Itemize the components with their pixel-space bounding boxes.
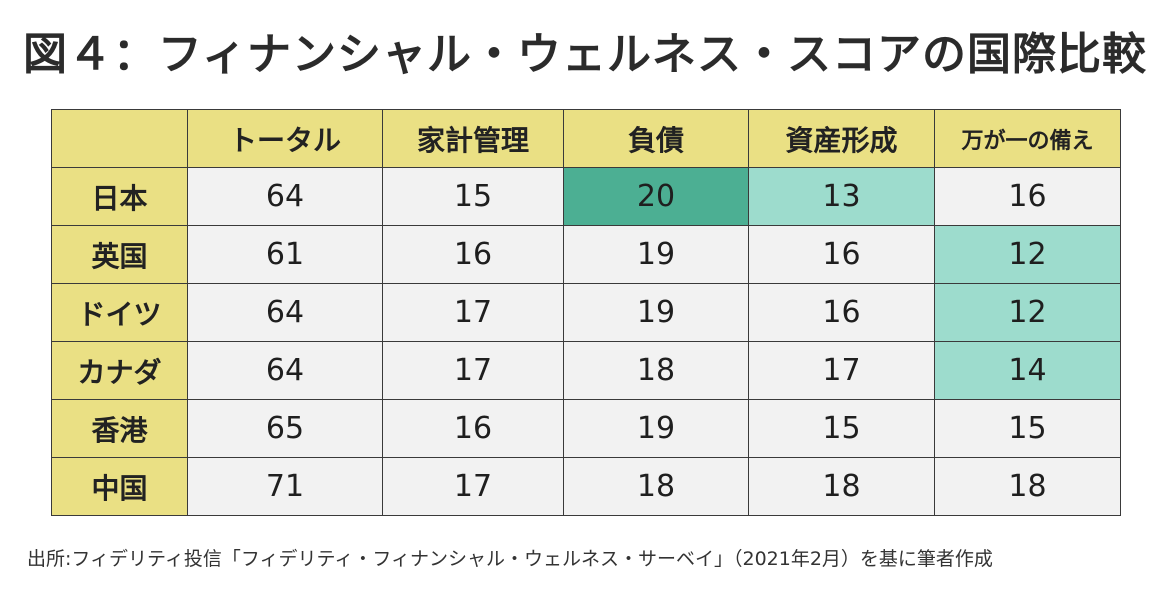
value-cell: 15 <box>934 399 1121 458</box>
column-header-cell: 資産形成 <box>748 109 935 168</box>
table-row: ドイツ 64 17 19 16 12 <box>51 283 1121 342</box>
value-cell: 64 <box>187 341 383 400</box>
value-cell: 17 <box>382 341 564 400</box>
corner-header-cell <box>51 109 188 168</box>
value-cell: 64 <box>187 283 383 342</box>
value-cell: 13 <box>748 167 935 226</box>
value-cell: 16 <box>748 283 935 342</box>
value-cell: 18 <box>563 457 749 516</box>
table-row: 英国 61 16 19 16 12 <box>51 225 1121 284</box>
table-row: 中国 71 17 18 18 18 <box>51 457 1121 516</box>
value-cell: 19 <box>563 399 749 458</box>
value-cell: 14 <box>934 341 1121 400</box>
table-row: 香港 65 16 19 15 15 <box>51 399 1121 458</box>
header-row: トータル 家計管理 負債 資産形成 万が一の備え <box>51 109 1121 168</box>
row-header-cell: 中国 <box>51 457 188 516</box>
table-body: 日本 64 15 20 13 16 英国 61 16 19 16 12 ドイツ 64 17 19 16 12 カナダ… <box>51 167 1121 516</box>
value-cell: 15 <box>382 167 564 226</box>
value-cell: 12 <box>934 283 1121 342</box>
column-header-cell: 負債 <box>563 109 749 168</box>
column-header-cell: 万が一の備え <box>934 109 1121 168</box>
value-cell: 16 <box>748 225 935 284</box>
value-cell: 17 <box>748 341 935 400</box>
value-cell: 64 <box>187 167 383 226</box>
value-cell: 16 <box>382 225 564 284</box>
value-cell: 16 <box>934 167 1121 226</box>
value-cell: 20 <box>563 167 749 226</box>
value-cell: 17 <box>382 457 564 516</box>
value-cell: 19 <box>563 283 749 342</box>
page-title: 図４：フィナンシャル・ウェルネス・スコアの国際比較 <box>22 29 1148 80</box>
row-header-cell: 香港 <box>51 399 188 458</box>
value-cell: 15 <box>748 399 935 458</box>
column-header-cell: 家計管理 <box>382 109 564 168</box>
row-header-cell: 日本 <box>51 167 188 226</box>
value-cell: 18 <box>563 341 749 400</box>
table-row: カナダ 64 17 18 17 14 <box>51 341 1121 400</box>
row-header-cell: カナダ <box>51 341 188 400</box>
value-cell: 71 <box>187 457 383 516</box>
score-table: トータル 家計管理 負債 資産形成 万が一の備え 日本 64 15 20 13 16 英国 61 16 1… <box>51 109 1121 516</box>
value-cell: 12 <box>934 225 1121 284</box>
value-cell: 65 <box>187 399 383 458</box>
table-row: 日本 64 15 20 13 16 <box>51 167 1121 226</box>
row-header-cell: ドイツ <box>51 283 188 342</box>
column-header-cell: トータル <box>187 109 383 168</box>
source-note: 出所:フィデリティ投信「フィデリティ・フィナンシャル・ウェルネス・サーベイ」（2… <box>27 548 993 570</box>
row-header-cell: 英国 <box>51 225 188 284</box>
value-cell: 18 <box>748 457 935 516</box>
value-cell: 19 <box>563 225 749 284</box>
value-cell: 61 <box>187 225 383 284</box>
value-cell: 18 <box>934 457 1121 516</box>
value-cell: 17 <box>382 283 564 342</box>
value-cell: 16 <box>382 399 564 458</box>
